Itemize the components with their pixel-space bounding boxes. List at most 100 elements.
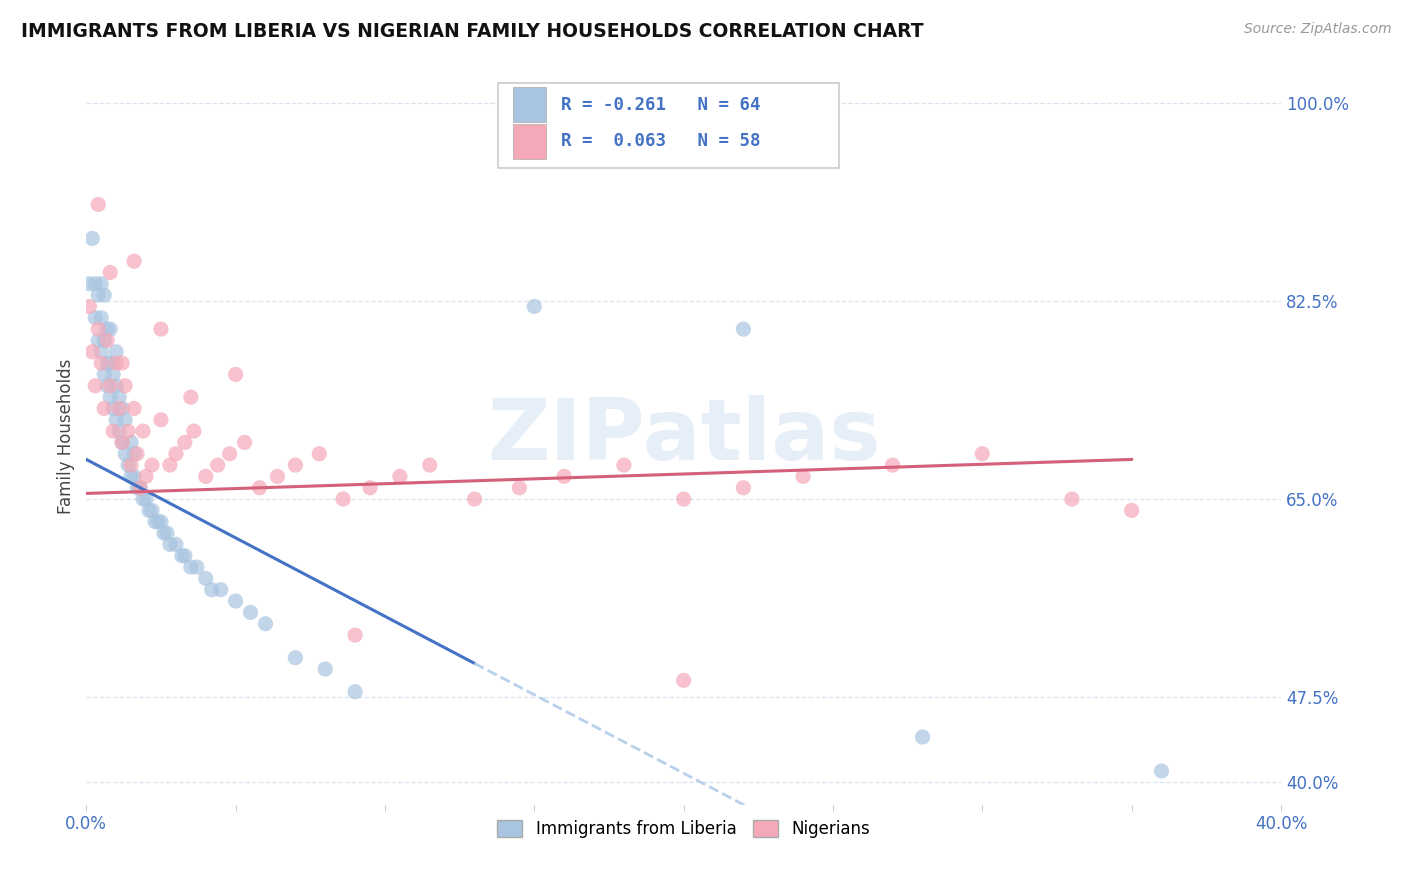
Point bbox=[120, 435, 142, 450]
Point bbox=[108, 424, 131, 438]
Point bbox=[201, 582, 224, 597]
Point bbox=[225, 368, 247, 382]
Point bbox=[87, 322, 110, 336]
Point bbox=[96, 334, 118, 348]
Point bbox=[135, 492, 157, 507]
Point bbox=[972, 447, 994, 461]
Point bbox=[332, 492, 354, 507]
Point bbox=[108, 401, 131, 416]
Point bbox=[117, 424, 139, 438]
Point bbox=[165, 537, 187, 551]
Point bbox=[82, 344, 104, 359]
Point bbox=[98, 378, 121, 392]
Point bbox=[173, 435, 195, 450]
Point bbox=[101, 401, 124, 416]
Point bbox=[120, 469, 142, 483]
Point bbox=[84, 310, 107, 325]
Point bbox=[170, 549, 193, 563]
Point bbox=[284, 650, 307, 665]
Point bbox=[122, 447, 145, 461]
Point bbox=[209, 582, 232, 597]
Point bbox=[101, 424, 124, 438]
Point bbox=[120, 458, 142, 472]
Point bbox=[122, 469, 145, 483]
Point bbox=[207, 458, 229, 472]
Point bbox=[183, 424, 205, 438]
Point bbox=[153, 526, 176, 541]
Point bbox=[149, 322, 172, 336]
Point bbox=[553, 469, 575, 483]
Point bbox=[141, 503, 163, 517]
Point bbox=[87, 334, 110, 348]
Point bbox=[111, 435, 134, 450]
Point bbox=[186, 560, 208, 574]
Point bbox=[129, 481, 152, 495]
Point bbox=[159, 458, 181, 472]
Point bbox=[225, 594, 247, 608]
Point bbox=[132, 424, 155, 438]
Point bbox=[98, 356, 121, 370]
Point bbox=[93, 368, 115, 382]
Point bbox=[93, 334, 115, 348]
Point bbox=[141, 458, 163, 472]
Point bbox=[77, 277, 100, 291]
Point bbox=[218, 447, 240, 461]
Point bbox=[96, 356, 118, 370]
Point bbox=[90, 277, 112, 291]
Point bbox=[135, 469, 157, 483]
Point bbox=[173, 549, 195, 563]
Point bbox=[733, 322, 755, 336]
Point bbox=[1121, 503, 1143, 517]
Point bbox=[672, 673, 695, 688]
Point bbox=[146, 515, 169, 529]
Point bbox=[180, 560, 202, 574]
Point bbox=[165, 447, 187, 461]
Point bbox=[111, 401, 134, 416]
Point bbox=[114, 447, 136, 461]
Point bbox=[733, 481, 755, 495]
Point bbox=[143, 515, 166, 529]
Point bbox=[90, 344, 112, 359]
Point bbox=[98, 390, 121, 404]
Point bbox=[129, 481, 152, 495]
Point bbox=[90, 356, 112, 370]
FancyBboxPatch shape bbox=[513, 124, 547, 159]
Point bbox=[82, 231, 104, 245]
Point bbox=[344, 628, 367, 642]
Point bbox=[1060, 492, 1083, 507]
Point bbox=[308, 447, 330, 461]
Point bbox=[149, 515, 172, 529]
Point bbox=[101, 368, 124, 382]
Point bbox=[159, 537, 181, 551]
Point bbox=[96, 378, 118, 392]
Point bbox=[105, 413, 128, 427]
Y-axis label: Family Households: Family Households bbox=[58, 359, 75, 515]
Point bbox=[98, 322, 121, 336]
Point bbox=[314, 662, 336, 676]
Point bbox=[233, 435, 256, 450]
Text: R =  0.063   N = 58: R = 0.063 N = 58 bbox=[561, 132, 761, 151]
FancyBboxPatch shape bbox=[513, 87, 547, 122]
Point bbox=[111, 435, 134, 450]
Point bbox=[464, 492, 486, 507]
Point bbox=[254, 616, 277, 631]
Point bbox=[132, 492, 155, 507]
Point bbox=[359, 481, 381, 495]
Point bbox=[180, 390, 202, 404]
Point bbox=[388, 469, 411, 483]
Text: Source: ZipAtlas.com: Source: ZipAtlas.com bbox=[1244, 22, 1392, 37]
FancyBboxPatch shape bbox=[499, 83, 839, 168]
Point bbox=[105, 356, 128, 370]
Legend: Immigrants from Liberia, Nigerians: Immigrants from Liberia, Nigerians bbox=[491, 813, 877, 845]
Point bbox=[108, 390, 131, 404]
Point bbox=[523, 300, 546, 314]
Point bbox=[122, 401, 145, 416]
Point bbox=[114, 413, 136, 427]
Point bbox=[239, 606, 262, 620]
Point bbox=[96, 322, 118, 336]
Point bbox=[122, 254, 145, 268]
Point bbox=[1150, 764, 1173, 778]
Point bbox=[672, 492, 695, 507]
Point bbox=[87, 197, 110, 211]
Point bbox=[117, 458, 139, 472]
